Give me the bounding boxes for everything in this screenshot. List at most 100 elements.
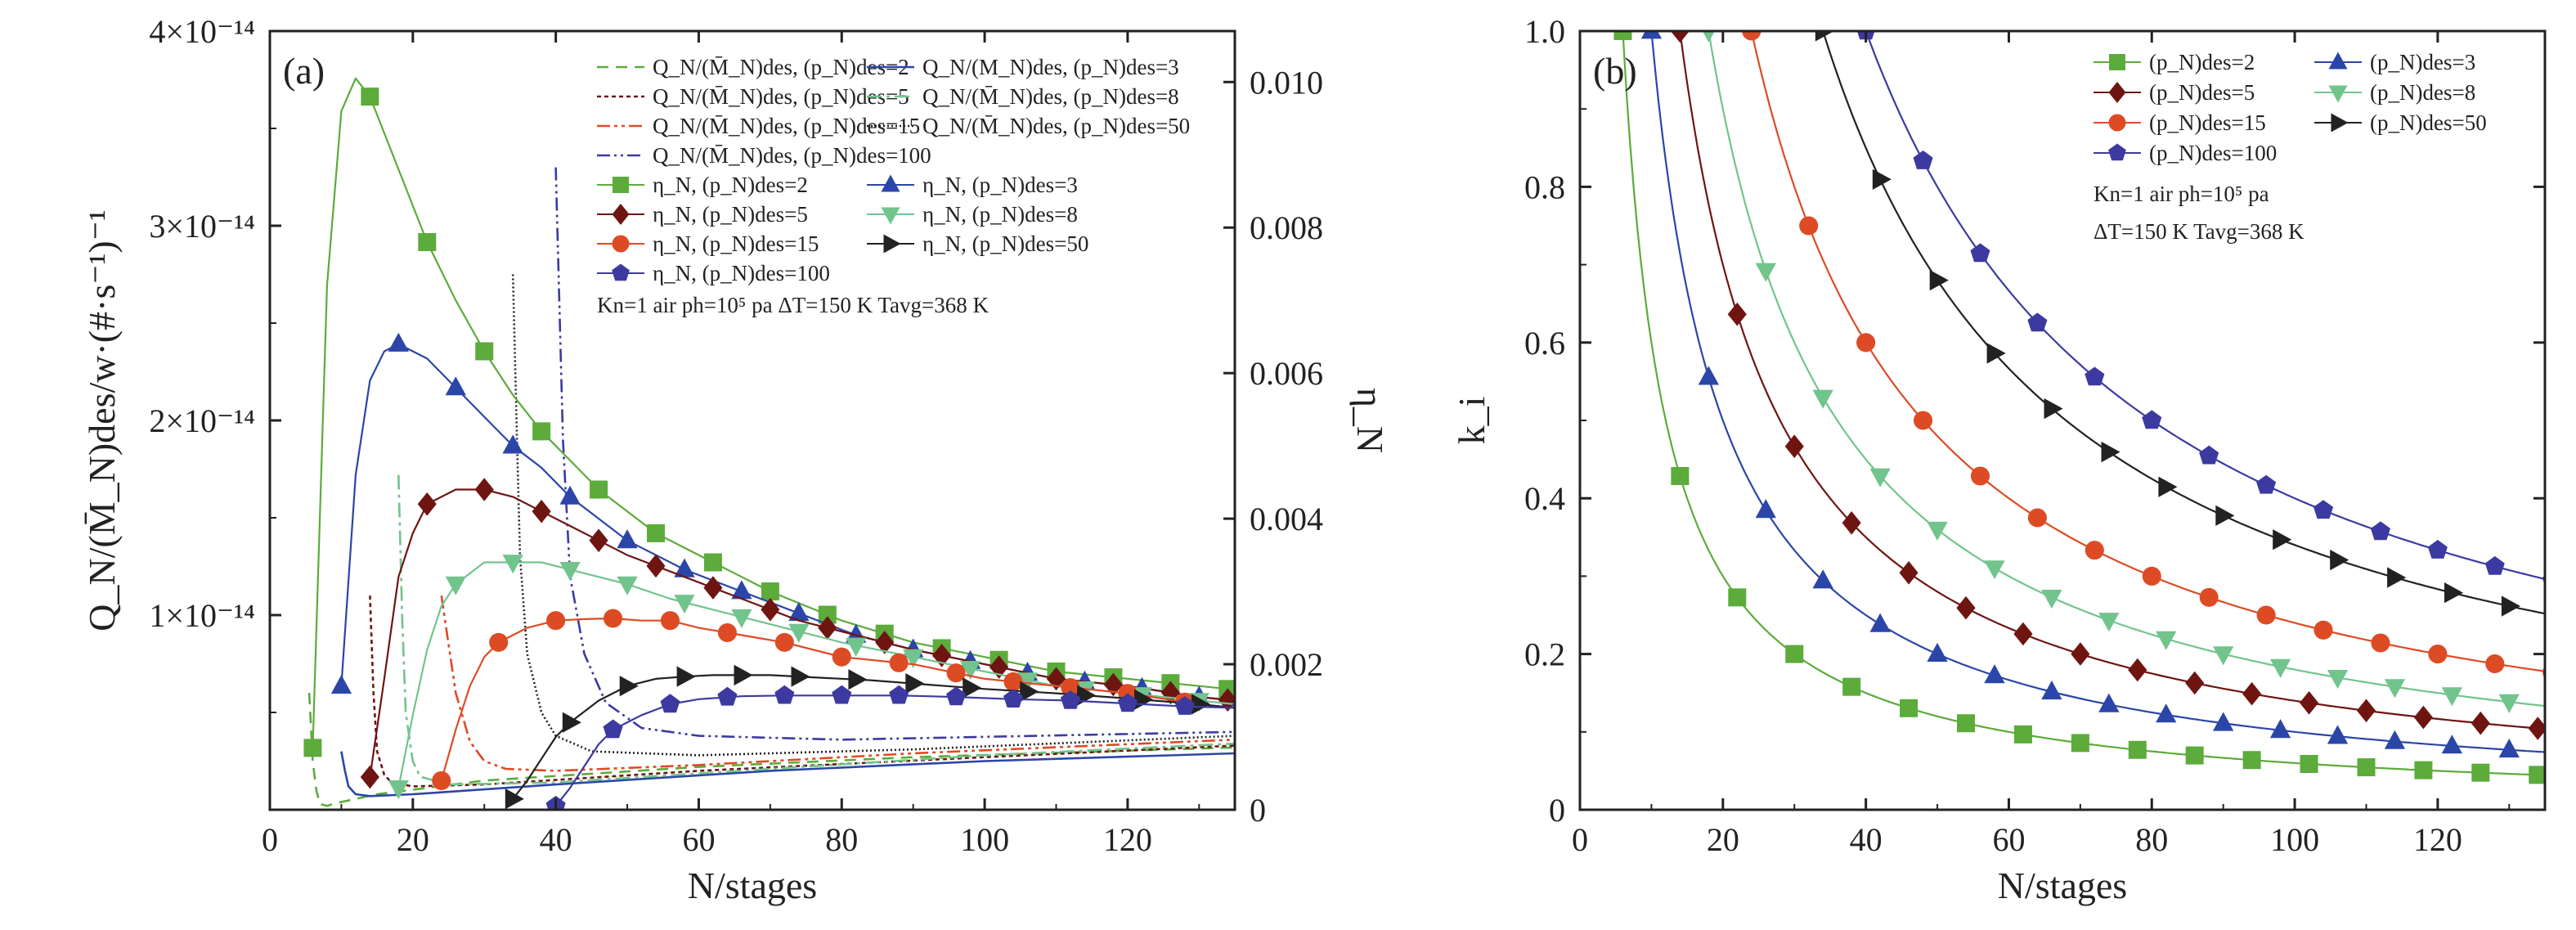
marker-circle [660,611,680,631]
marker-triangle-right [1191,694,1210,715]
x-tick-label: 20 [1707,821,1739,858]
marker-triangle-down [2213,646,2234,666]
conditions-annotation: Kn=1 air ph=10⁵ pa [2094,182,2269,206]
marker-triangle-up [731,580,752,600]
marker-triangle-down [1702,31,1715,43]
marker-triangle-down [846,637,867,657]
x-tick-label: 120 [1103,821,1152,858]
marker-diamond [2528,717,2545,740]
marker-triangle-down [1016,672,1039,692]
marker-square [2185,746,2204,765]
legend-label: η_N, (p_N)des=5 [653,202,808,227]
marker-triangle-up [617,529,638,549]
legend-label: (p_N)des=3 [2370,50,2475,74]
marker-circle [1970,466,1990,486]
marker-pentagon [2484,555,2505,575]
marker-circle [1799,216,1819,236]
marker-diamond [875,631,895,654]
marker-diamond [360,765,379,789]
y-right-axis-label: η_N [1349,388,1391,453]
y-right-tick-label: 0 [1250,792,1266,829]
marker-diamond [2471,711,2490,735]
marker-triangle-down [2384,679,2406,699]
legend-label: (p_N)des=15 [2149,110,2266,135]
marker-triangle-right [1986,343,2006,364]
marker-triangle-down [1869,468,1891,487]
marker-triangle-down [2156,631,2177,650]
y-right-tick-label: 0.010 [1250,64,1323,101]
marker-triangle-up [1755,499,1776,519]
marker-square [2071,734,2089,753]
legend-label: η_N, (p_N)des=3 [922,173,1078,197]
marker-triangle-up [330,675,352,694]
marker-triangle-up [2498,739,2520,758]
marker-square [1957,714,1975,733]
marker-triangle-right [2330,550,2349,571]
marker-diamond [2300,691,2319,715]
marker-triangle-up [1698,366,1719,385]
marker-triangle-right [883,234,901,254]
marker-circle [612,235,630,253]
marker-diamond [2242,681,2262,706]
marker-pentagon [1003,689,1024,708]
marker-pentagon [612,263,630,281]
series-line [511,274,1235,757]
marker-pentagon [1913,151,1933,169]
y-right-tick-label: 0.002 [1250,646,1323,683]
marker-triangle-right [562,712,581,733]
marker-triangle-down [2098,613,2120,632]
marker-circle [2085,541,2104,560]
marker-circle [774,632,794,652]
legend-entry: η_N, (p_N)des=15 [597,231,819,256]
x-tick-label: 40 [540,821,572,858]
marker-triangle-up [2384,730,2406,749]
legend-entry: η_N, (p_N)des=2 [597,173,808,197]
marker-circle [1061,677,1080,698]
legend-entry: (p_N)des=5 [2094,80,2255,105]
x-axis-label: N/stages [1998,865,2127,906]
marker-square [361,88,379,106]
marker-triangle-up [388,332,409,352]
marker-triangle-up [2441,735,2462,754]
marker-diamond [417,492,437,516]
marker-pentagon [832,685,852,704]
legend-entry: Q_N/(M̄_N)des, (p_N)des=8 [867,84,1179,109]
legend-label: η_N, (p_N)des=15 [653,231,819,256]
marker-square [2128,740,2147,759]
marker-triangle-right [2273,529,2292,550]
marker-triangle-up [1869,613,1891,632]
legend-label: Q_N/(M̄_N)des, (p_N)des=8 [922,84,1179,109]
y-tick-label: 1.0 [1524,13,1565,50]
marker-triangle-down [2269,658,2291,678]
legend-entry: Q_N/(M̄_N)des, (p_N)des=2 [597,55,909,79]
panel-label: (a) [283,50,325,92]
x-tick-label: 100 [960,821,1009,858]
marker-triangle-down [2441,687,2462,707]
marker-square [2300,755,2318,773]
plot-area [1613,31,2545,784]
legend-label: (p_N)des=50 [2370,110,2487,135]
marker-triangle-up [502,434,523,454]
marker-circle [832,647,851,667]
series-line [440,595,1235,772]
marker-triangle-right [2387,567,2407,588]
marker-triangle-right [905,673,925,694]
x-tick-label: 20 [397,821,429,858]
legend-label: η_N, (p_N)des=100 [653,261,830,285]
y-tick-label: 1×10⁻¹⁴ [149,597,255,634]
marker-circle [1742,31,1761,41]
marker-square [2414,761,2433,779]
marker-triangle-up [674,558,695,577]
legend: (p_N)des=2 (p_N)des=3 (p_N)des=5 (p_N)des=8… [2094,50,2487,165]
marker-triangle-up [2328,52,2348,70]
marker-triangle-right [2044,398,2063,420]
series-line [1708,31,2545,708]
marker-triangle-down [388,780,409,800]
marker-square [647,523,665,542]
marker-diamond [532,499,551,523]
y-axis-label: Q_N/(M̄_N)des/w·(#·s⁻¹)⁻¹ [81,209,123,631]
marker-triangle-up [559,485,581,505]
y-tick-label: 0.8 [1524,168,1565,205]
x-tick-label: 60 [682,821,715,858]
